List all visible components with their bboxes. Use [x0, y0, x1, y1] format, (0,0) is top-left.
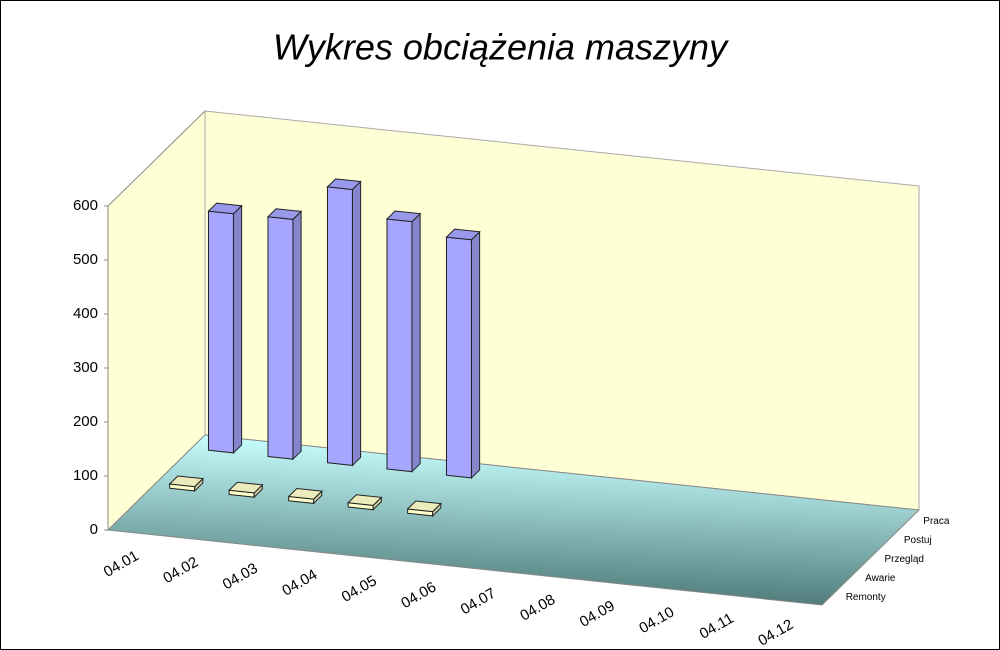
bar	[287, 487, 323, 505]
bar-top	[406, 500, 442, 513]
depth-label: Awarie	[865, 573, 896, 584]
y-tick-label: 300	[73, 359, 98, 376]
bar-top	[347, 494, 383, 506]
y-tick-label: 400	[73, 305, 98, 322]
depth-label: Postuj	[904, 535, 932, 546]
bar-top	[385, 210, 422, 223]
chart-title: Wykres obciążenia maszyny	[273, 27, 729, 68]
y-tick-label: 100	[73, 467, 98, 484]
bar	[228, 481, 264, 499]
bar	[207, 202, 243, 455]
depth-label: Remonty	[846, 592, 886, 603]
y-tick-label: 0	[90, 521, 98, 538]
bar-front	[386, 218, 413, 473]
bar-side	[232, 204, 243, 455]
bar	[326, 178, 362, 467]
y-tick-label: 500	[73, 251, 98, 268]
bar-front	[326, 186, 353, 466]
bar	[445, 228, 481, 480]
floor	[106, 434, 921, 606]
bar-top	[326, 178, 362, 191]
bar	[266, 208, 303, 461]
bar-top	[168, 475, 204, 488]
bar	[347, 494, 383, 511]
depth-label: Praca	[923, 516, 950, 527]
bar	[385, 210, 422, 473]
bar-side	[292, 210, 302, 461]
bar	[406, 500, 442, 518]
bar-top	[287, 487, 323, 500]
bar-side	[470, 230, 481, 480]
bar-top	[445, 228, 481, 241]
y-tick-label: 600	[73, 197, 98, 214]
bar-front	[445, 236, 472, 479]
bar-side	[351, 180, 362, 467]
depth-label: Przegląd	[885, 554, 924, 565]
bar	[168, 475, 204, 493]
bar-side	[411, 212, 421, 473]
bar-top	[228, 481, 264, 494]
bar-top	[207, 202, 243, 215]
bar-top	[266, 208, 303, 220]
bar-front	[267, 216, 294, 460]
y-tick-label: 200	[73, 413, 98, 430]
bar-front	[207, 210, 234, 454]
